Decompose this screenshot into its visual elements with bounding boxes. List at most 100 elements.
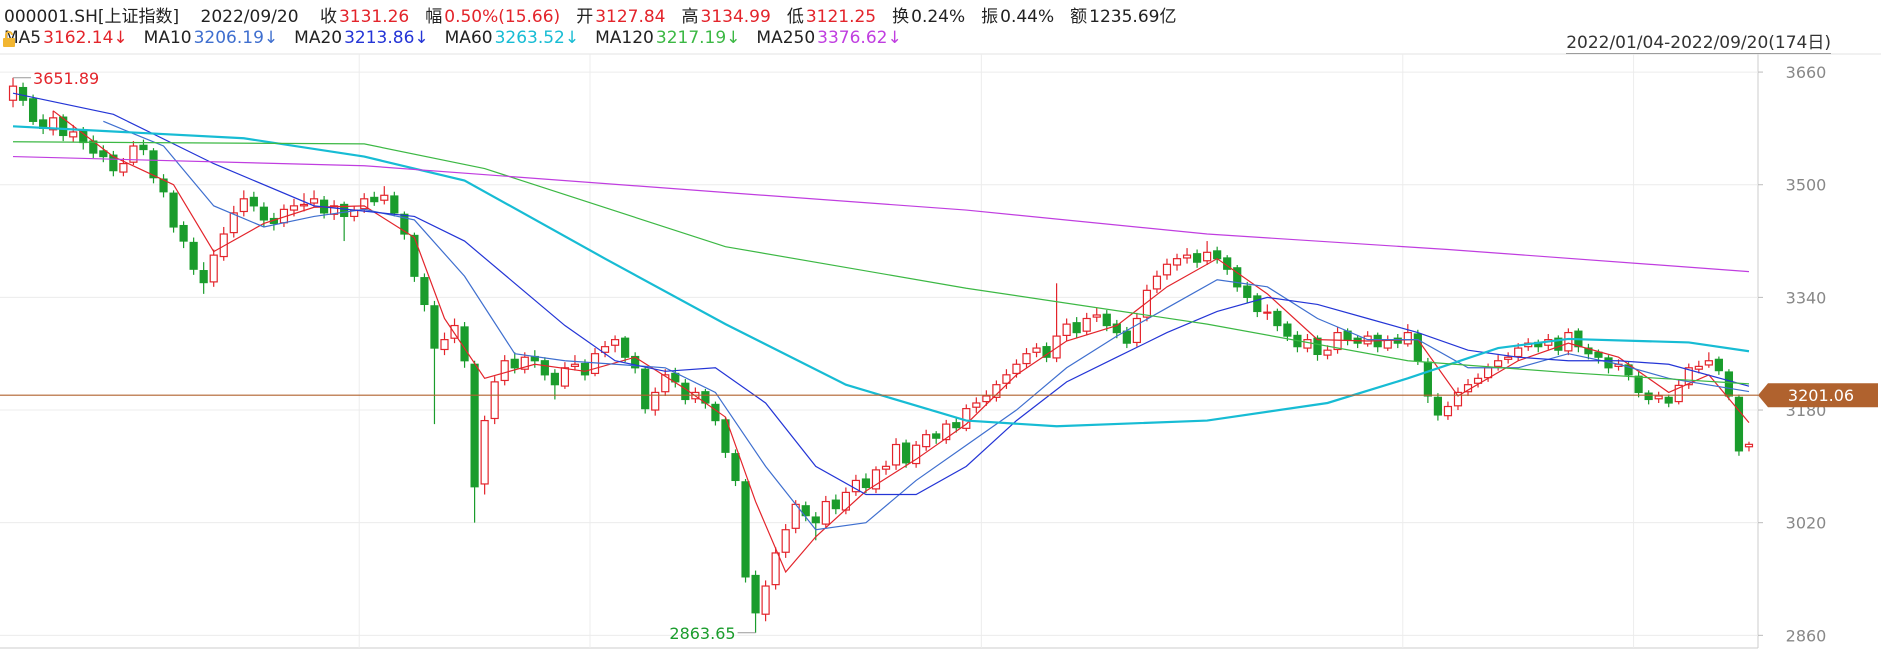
candle-body: [1403, 331, 1412, 345]
legend-name: MA60: [444, 28, 493, 48]
lock-icon[interactable]: [0, 30, 18, 48]
candle-body: [340, 203, 349, 218]
candle-body: [1674, 384, 1683, 403]
candle-body: [39, 119, 48, 130]
candle-body: [1724, 371, 1734, 397]
max-label: 3651.89: [33, 69, 99, 88]
candle-body: [1162, 263, 1172, 276]
candle-body: [1393, 337, 1402, 344]
candle-body: [169, 192, 178, 228]
candle-body: [972, 402, 981, 408]
quote-header: 000001.SH[上证指数] 2022/09/20 收 3131.26 幅 0.50…: [4, 2, 1178, 27]
candle-body: [1734, 396, 1744, 452]
candle-body: [1504, 356, 1513, 360]
y-tick-label: 3020: [1786, 514, 1827, 533]
candle-body: [781, 529, 790, 553]
candle-body: [992, 384, 1001, 398]
candle-body: [1112, 323, 1121, 334]
candle-body: [1122, 330, 1131, 344]
candle-body: [8, 85, 18, 101]
candle-body: [159, 178, 168, 193]
y-tick-label: 2860: [1786, 626, 1827, 645]
candle-body: [209, 254, 218, 283]
candle-body: [249, 196, 258, 207]
field-label: 低: [786, 7, 804, 27]
candle-body: [751, 574, 760, 614]
candle-body: [1253, 295, 1262, 313]
candle-body: [319, 199, 329, 214]
candle-body: [741, 481, 750, 578]
candle-body: [59, 116, 68, 137]
candle-body: [109, 154, 118, 172]
candle-body: [229, 212, 238, 234]
field-value: 3134.99: [700, 7, 771, 27]
candle-body: [801, 505, 810, 517]
candle-body: [1102, 313, 1111, 327]
field-label: 额: [1070, 7, 1088, 27]
candle-body: [1494, 360, 1503, 367]
candle-body: [1062, 323, 1071, 336]
candle-body: [691, 391, 700, 400]
candle-body: [1594, 351, 1603, 358]
candle-body: [1534, 341, 1543, 348]
candle-body: [1012, 363, 1021, 375]
candle-body: [400, 213, 409, 235]
candle-body: [1152, 275, 1162, 290]
candle-body: [1564, 331, 1573, 352]
candle-body: [1654, 395, 1663, 400]
field-label: 高: [681, 7, 699, 27]
candle-body: [560, 367, 570, 387]
candle-body: [932, 433, 941, 439]
ma-line: [12, 125, 1750, 428]
candle-body: [651, 391, 660, 411]
field-label: 振: [981, 7, 999, 27]
field-value: 0.50%(15.66): [444, 7, 561, 27]
candle-body: [1373, 334, 1382, 348]
date-range[interactable]: 2022/01/04-2022/09/20(174日): [1566, 28, 1831, 54]
candle-body: [661, 374, 670, 393]
candle-body: [520, 356, 529, 370]
candle-body: [380, 194, 389, 201]
candle-body: [1303, 339, 1312, 349]
candle-body: [510, 358, 519, 369]
candle-body: [610, 339, 620, 346]
candle-body: [982, 395, 991, 403]
candle-body: [631, 355, 640, 369]
legend-name: MA20: [294, 28, 343, 48]
candle-body: [1052, 335, 1061, 359]
candle-body: [962, 408, 971, 429]
ma-line: [12, 92, 1750, 496]
candle-body: [590, 353, 600, 375]
candle-body: [1704, 360, 1713, 366]
candle-body: [189, 241, 198, 270]
candle-body: [1684, 367, 1693, 386]
candle-body: [570, 363, 580, 367]
candle-body: [711, 403, 720, 422]
candle-body: [1574, 330, 1583, 348]
candle-body: [219, 233, 228, 258]
candle-body: [450, 324, 459, 339]
candle-body: [69, 131, 78, 138]
min-label: 2863.65: [669, 624, 735, 643]
candle-body: [871, 469, 881, 490]
field-value: 0.24%: [911, 7, 966, 27]
candle-body: [841, 491, 850, 511]
candle-body: [1624, 364, 1633, 376]
field-value: 3131.26: [338, 7, 410, 27]
legend-value: 3213.86↓: [344, 28, 429, 48]
field-value: 3121.25: [805, 7, 877, 27]
candle-body: [1172, 258, 1182, 266]
candle-body: [370, 196, 379, 203]
candle-body: [1032, 347, 1041, 353]
legend-value: 3162.14↓: [43, 28, 128, 48]
legend-name: MA120: [595, 28, 654, 48]
field-value: 1235.69亿: [1089, 7, 1177, 27]
candle-body: [1714, 358, 1723, 372]
candle-body: [1423, 361, 1432, 397]
candle-body: [731, 453, 740, 482]
candle-body: [460, 326, 469, 362]
candle-body: [891, 443, 901, 466]
candle-body: [540, 360, 549, 376]
candle-body: [1333, 331, 1342, 351]
candle-body: [1744, 443, 1754, 448]
